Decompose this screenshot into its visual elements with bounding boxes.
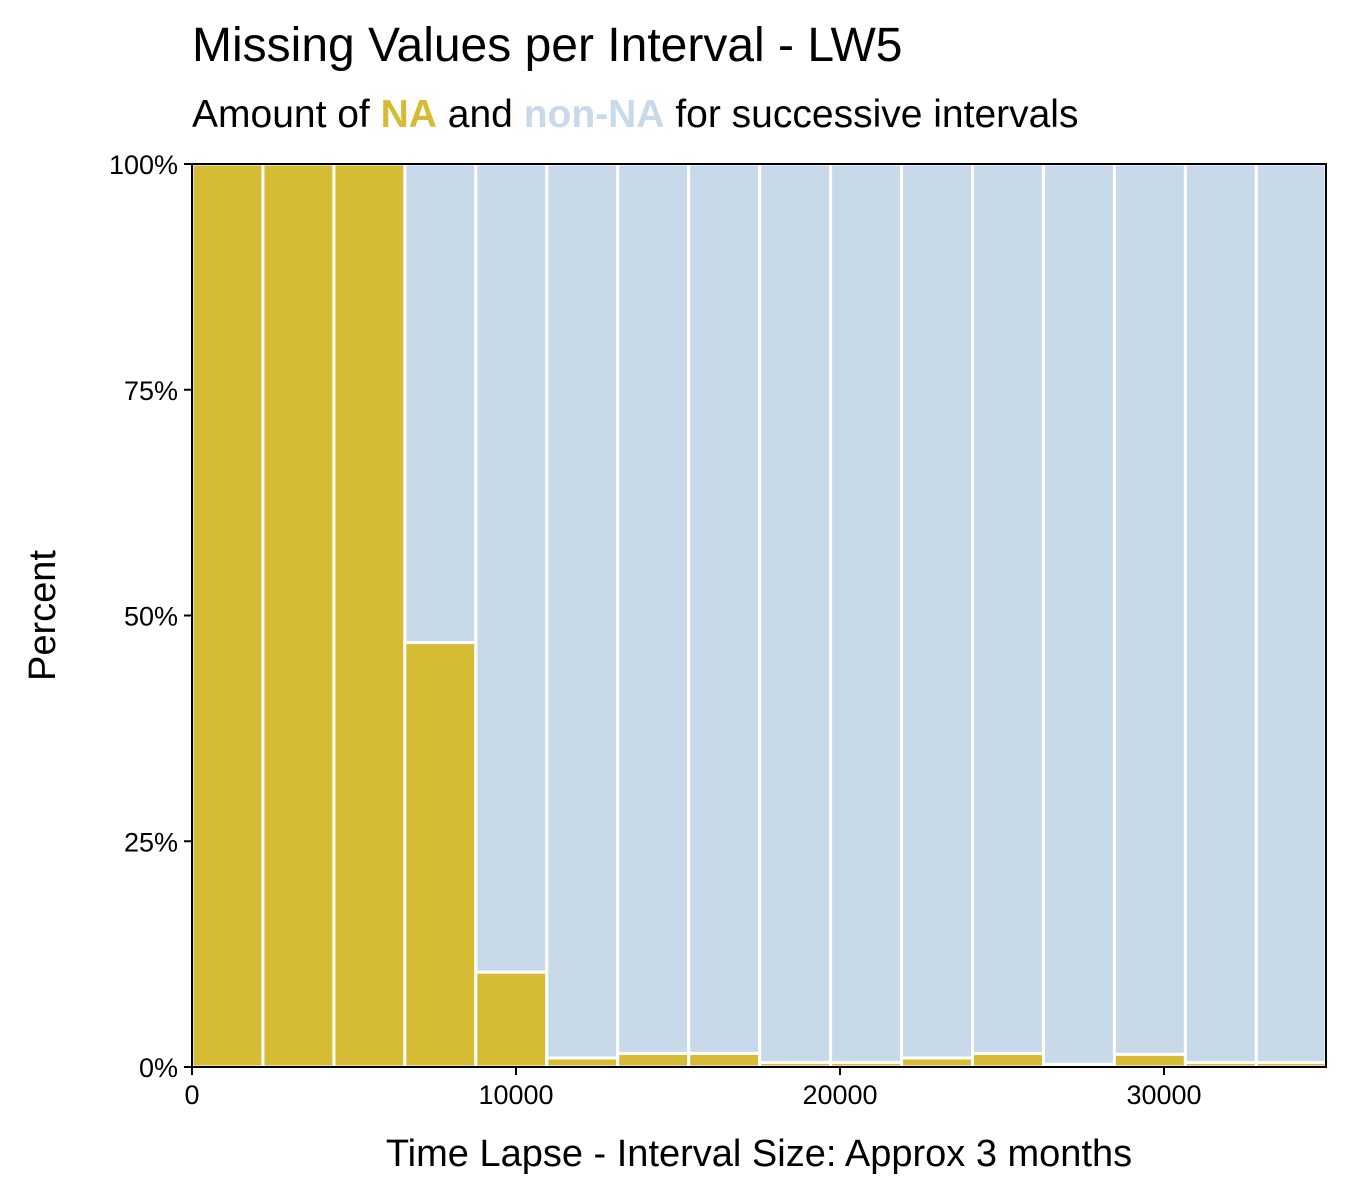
bar-na-0 [190,162,265,1069]
subtitle-suffix: for successive intervals [664,93,1079,136]
x-tick-label-2: 20000 [802,1080,877,1110]
bar-na-1 [261,162,336,1069]
bar-na-4 [474,970,549,1069]
bar-non-na-12 [1041,162,1116,1066]
chart-title: Missing Values per Interval - LW5 [192,19,903,72]
chart-subtitle: Amount of NA and non-NA for successive i… [192,92,1078,138]
y-tick-label-0: 0% [139,1053,178,1083]
bar-non-na-7 [687,162,762,1055]
bars [190,162,1328,1069]
bar-non-na-10 [900,162,975,1060]
y-tick-label-2: 50% [124,602,178,632]
x-tick-label-3: 30000 [1126,1080,1201,1110]
bar-na-13 [1112,1052,1187,1069]
bar-non-na-13 [1112,162,1187,1056]
bar-na-6 [616,1051,691,1069]
bar-na-11 [971,1051,1045,1069]
subtitle-prefix: Amount of [192,93,381,136]
bar-na-5 [545,1056,620,1069]
y-axis-label: Percent [22,550,64,681]
bar-non-na-15 [1254,162,1328,1064]
bar-non-na-14 [1183,162,1258,1064]
y-tick-label-1: 25% [124,827,178,857]
subtitle-middle: and [436,93,524,136]
x-tick-label-1: 10000 [478,1080,553,1110]
x-axis-label: Time Lapse - Interval Size: Approx 3 mon… [386,1133,1132,1175]
bar-non-na-9 [829,162,904,1064]
y-tick-label-4: 100% [109,150,178,180]
bar-na-2 [332,162,407,1069]
bar-na-7 [687,1051,762,1069]
bar-non-na-5 [545,162,620,1060]
subtitle-na-label: NA [380,93,437,136]
subtitle-non-na-label: non-NA [523,93,665,136]
bar-non-na-8 [758,162,833,1064]
y-tick-label-3: 75% [124,376,178,406]
bar-na-10 [900,1056,975,1069]
bar-non-na-4 [474,162,549,974]
bar-non-na-11 [971,162,1045,1055]
bar-na-3 [403,641,478,1069]
bar-non-na-3 [403,162,478,645]
x-tick-label-0: 0 [184,1080,199,1110]
axes: 0% 25% 50% 75% 100% 0 10000 20000 30000 [109,150,1202,1110]
bar-non-na-6 [616,162,691,1055]
